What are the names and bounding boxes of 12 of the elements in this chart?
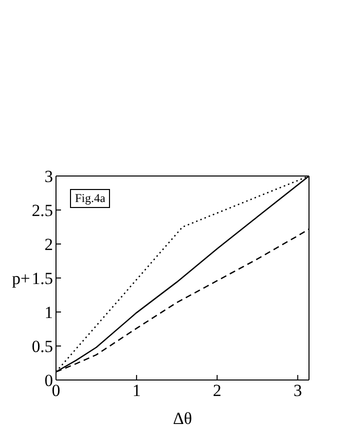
note-box: Fig.4a (70, 189, 110, 208)
y-tick-label: 1.5 (32, 269, 53, 288)
x-tick-label: 1 (132, 381, 141, 400)
y-tick-label: 2.5 (32, 201, 53, 220)
x-tick-label: 2 (212, 381, 222, 400)
y-tick-label: 1 (44, 303, 53, 322)
y-tick-label: 2 (44, 235, 53, 254)
x-axis-title: Δθ (172, 409, 192, 428)
y-tick-label: 3 (44, 167, 53, 186)
y-tick-label: 0.5 (32, 337, 53, 356)
x-tick-label: 3 (293, 381, 302, 400)
y-axis-title: p+ (12, 269, 30, 288)
